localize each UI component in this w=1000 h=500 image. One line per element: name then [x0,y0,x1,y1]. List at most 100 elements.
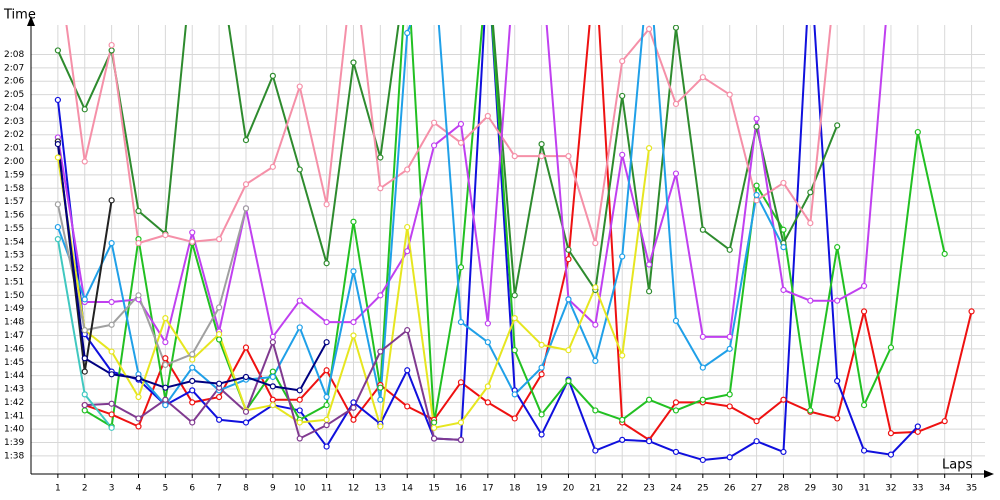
point-marker [726,333,733,340]
point-marker [807,407,814,414]
point-marker [54,223,61,231]
point-marker [162,401,169,409]
y-tick-label: 1:45 [4,358,24,368]
x-tick-label: 14 [401,484,413,494]
point-marker [377,348,384,355]
x-tick-label: 33 [912,484,923,494]
x-tick-label: 30 [831,484,843,494]
x-tick-label: 29 [805,484,817,494]
x-axis-arrow [984,470,994,478]
point-marker [108,371,115,378]
y-tick-label: 1:55 [4,224,24,234]
point-marker [269,401,276,409]
point-marker [135,375,142,382]
x-tick-label: 31 [858,484,869,494]
y-tick-label: 2:07 [4,63,24,73]
x-tick-label: 5 [162,484,168,494]
x-tick-label: 32 [885,484,896,494]
point-marker [672,100,680,108]
point-marker [834,415,841,422]
point-marker [592,240,599,247]
point-marker [81,407,88,414]
point-marker [350,218,357,225]
point-marker [726,391,733,398]
y-tick-label: 1:58 [4,184,24,194]
x-tick-label: 11 [321,484,332,494]
point-marker [484,339,491,346]
point-marker [834,297,841,304]
point-marker [323,260,330,267]
x-tick-label: 18 [509,484,521,494]
point-marker [323,416,330,423]
point-marker [377,154,384,161]
point-marker [780,244,787,251]
point-marker [269,396,276,403]
point-marker [565,296,572,303]
point-marker [81,106,88,113]
point-marker [296,324,303,331]
point-marker [538,141,545,148]
point-marker [81,158,88,165]
y-tick-label: 1:51 [4,277,24,287]
point-marker [269,368,276,375]
point-marker [592,407,599,414]
y-tick-label: 1:54 [4,237,24,247]
point-marker [511,153,518,160]
point-marker [404,403,411,410]
point-marker [753,191,760,199]
point-marker [619,151,626,158]
point-marker [350,399,357,406]
point-marker [54,154,61,161]
point-marker [430,119,438,126]
point-marker [242,373,250,381]
point-marker [619,92,626,100]
y-axis-arrow [27,16,35,26]
axes [27,16,994,478]
point-marker [162,314,169,322]
x-tick-label: 28 [778,484,790,494]
point-marker [484,320,491,327]
y-tick-label: 1:50 [4,291,24,301]
point-marker [968,308,975,315]
point-marker [54,201,61,208]
point-marker [753,438,760,445]
x-tick-label: 20 [563,484,575,494]
point-marker [108,348,115,355]
point-marker [54,236,61,243]
point-marker [511,415,518,422]
y-tick-label: 2:00 [4,157,24,167]
point-marker [592,284,599,291]
point-marker [457,120,465,128]
y-tick-label: 1:40 [4,425,24,435]
point-marker [323,401,330,409]
point-marker [81,391,88,398]
point-marker [296,166,303,173]
point-marker [81,327,88,334]
point-marker [296,387,303,394]
point-marker [135,292,142,299]
point-marker [350,416,357,423]
point-marker [538,153,545,160]
point-marker [565,153,572,160]
point-marker [296,407,303,414]
x-tick-label: 8 [243,484,249,494]
y-tick-label: 1:52 [4,264,24,274]
y-tick-label: 1:49 [4,304,24,314]
x-tick-label: 3 [109,484,115,494]
point-marker [430,424,438,431]
point-marker [914,128,921,136]
point-marker [108,47,115,54]
y-tick-label: 1:46 [4,344,24,354]
point-marker [780,179,787,187]
point-marker [672,317,680,324]
point-marker [511,347,518,354]
point-marker [108,298,115,306]
point-marker [296,297,303,304]
point-marker [780,286,787,294]
point-marker [672,407,680,414]
point-marker [753,115,760,122]
point-marker [216,416,223,423]
point-marker [753,123,760,130]
point-marker [457,319,465,326]
y-tick-label: 1:43 [4,385,24,395]
